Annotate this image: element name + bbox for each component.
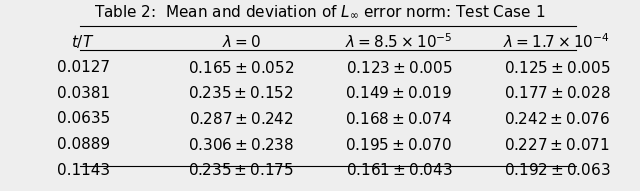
Title: Table 2:  Mean and deviation of $L_{\infty}$ error norm: Test Case 1: Table 2: Mean and deviation of $L_{\inft… [94,4,546,20]
